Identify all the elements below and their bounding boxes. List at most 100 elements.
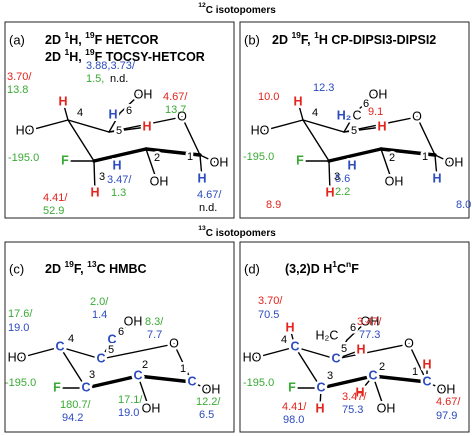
panel-tag: (c) — [9, 261, 24, 276]
atom-label: F — [296, 153, 304, 167]
shift-value: 12.3 — [313, 82, 334, 94]
bond — [302, 119, 330, 162]
shift-value: 3.47/ — [342, 391, 367, 403]
bond — [100, 343, 175, 360]
bond — [319, 387, 322, 409]
atom-label: H — [377, 119, 386, 133]
bond — [346, 321, 367, 341]
shift-value: 17.6/ — [8, 308, 33, 320]
panel-heading: 2D 19F, 13C HMBC — [45, 259, 147, 276]
bond — [319, 374, 375, 390]
atom-label: H — [285, 320, 294, 334]
shift-value: -195.0 — [5, 377, 36, 389]
atom-label: F — [53, 380, 61, 394]
shift-value: 7.7 — [147, 329, 162, 341]
text-run: 2D — [45, 33, 64, 47]
ring-position: 2 — [389, 152, 395, 164]
shift-value: 10.0 — [258, 91, 279, 103]
shift-value: 3.70/ — [7, 71, 32, 83]
atom-label: H — [90, 185, 99, 199]
ring-position: 4 — [312, 107, 318, 119]
bond — [111, 321, 132, 341]
bond — [191, 381, 210, 391]
atom-label: OH — [150, 174, 169, 188]
bond — [108, 126, 148, 133]
panel-heading: 2D 1H, 19F TOCSY-HETCOR — [45, 47, 205, 64]
superscript: 19 — [85, 30, 95, 40]
shift-value: n.d. — [199, 202, 217, 214]
panel-heading: 2D 1H, 19F HETCOR — [45, 30, 159, 47]
bond — [181, 116, 201, 156]
bond — [434, 154, 438, 179]
bond — [84, 374, 140, 390]
bond — [92, 147, 148, 163]
bond — [145, 148, 158, 182]
ring-position: 5 — [108, 344, 114, 356]
bond — [26, 119, 69, 132]
text-run: (3,2)D H — [285, 262, 332, 276]
panel-frame — [239, 21, 470, 219]
shift-value: 97.9 — [436, 410, 457, 422]
shift-value: -195.0 — [243, 151, 274, 163]
ring-position: 6 — [126, 105, 132, 117]
ring-position: 5 — [116, 125, 122, 137]
ring-position: 2 — [154, 152, 160, 164]
atom-label: OH — [124, 314, 143, 328]
shift-value: 9.1 — [368, 106, 383, 118]
bond — [343, 112, 356, 133]
text-run: C isotopomers — [206, 228, 276, 239]
bond — [379, 147, 437, 157]
atom-label: OH — [385, 174, 404, 188]
shift-value: 2.0/ — [90, 296, 109, 308]
ring-position: 4 — [281, 334, 287, 346]
atom-label: H — [315, 401, 324, 415]
bond — [426, 381, 445, 391]
bond — [294, 346, 322, 389]
text-run: C isotopomers — [206, 5, 276, 16]
text-run: F TOCSY-HETCOR — [95, 50, 205, 64]
atom-label: O — [404, 336, 414, 350]
atom-label: C — [290, 339, 299, 353]
text-run: F, — [301, 33, 314, 47]
bond — [199, 154, 218, 164]
atom-label: H — [58, 94, 67, 108]
shift-value: 1.5, — [86, 73, 104, 85]
shift-value: 4.67/ — [436, 396, 461, 408]
atom-label: C — [368, 368, 377, 382]
atom-label: H — [142, 119, 151, 133]
bond — [67, 119, 110, 133]
ring-position: 6 — [118, 326, 124, 338]
ring-position: 4 — [68, 333, 74, 345]
shift-value: 77.3 — [359, 329, 380, 341]
atom-label: C — [316, 380, 325, 394]
text-run: H, — [69, 33, 85, 47]
ring-position: 2 — [142, 359, 148, 371]
shift-value: 3.47/ — [107, 174, 132, 186]
superscript: n — [346, 259, 351, 269]
bond — [59, 346, 87, 389]
bond — [62, 101, 69, 121]
bond — [335, 339, 348, 360]
shift-value: 13.7 — [165, 104, 186, 116]
section-title: 12C isotopomers — [198, 2, 276, 16]
shift-value: 4.67/ — [197, 189, 222, 201]
ring-position: 2 — [379, 361, 385, 373]
bond — [343, 116, 418, 133]
ring-position: 3 — [89, 369, 95, 381]
atom-label: C — [133, 368, 142, 382]
atom-label: OH — [142, 401, 161, 415]
bond — [371, 374, 429, 384]
shift-value: 94.2 — [62, 412, 83, 424]
shift-value: 4.67/ — [163, 91, 188, 103]
ring-position: 1 — [422, 151, 428, 163]
text-run: 2D — [45, 262, 64, 276]
bond — [328, 160, 331, 194]
atom-label: OH — [437, 382, 456, 396]
ring-position: 6 — [350, 322, 356, 334]
atom-label: H — [325, 185, 334, 199]
shift-value: n.d. — [110, 73, 128, 85]
ring-position: 1 — [187, 151, 193, 163]
